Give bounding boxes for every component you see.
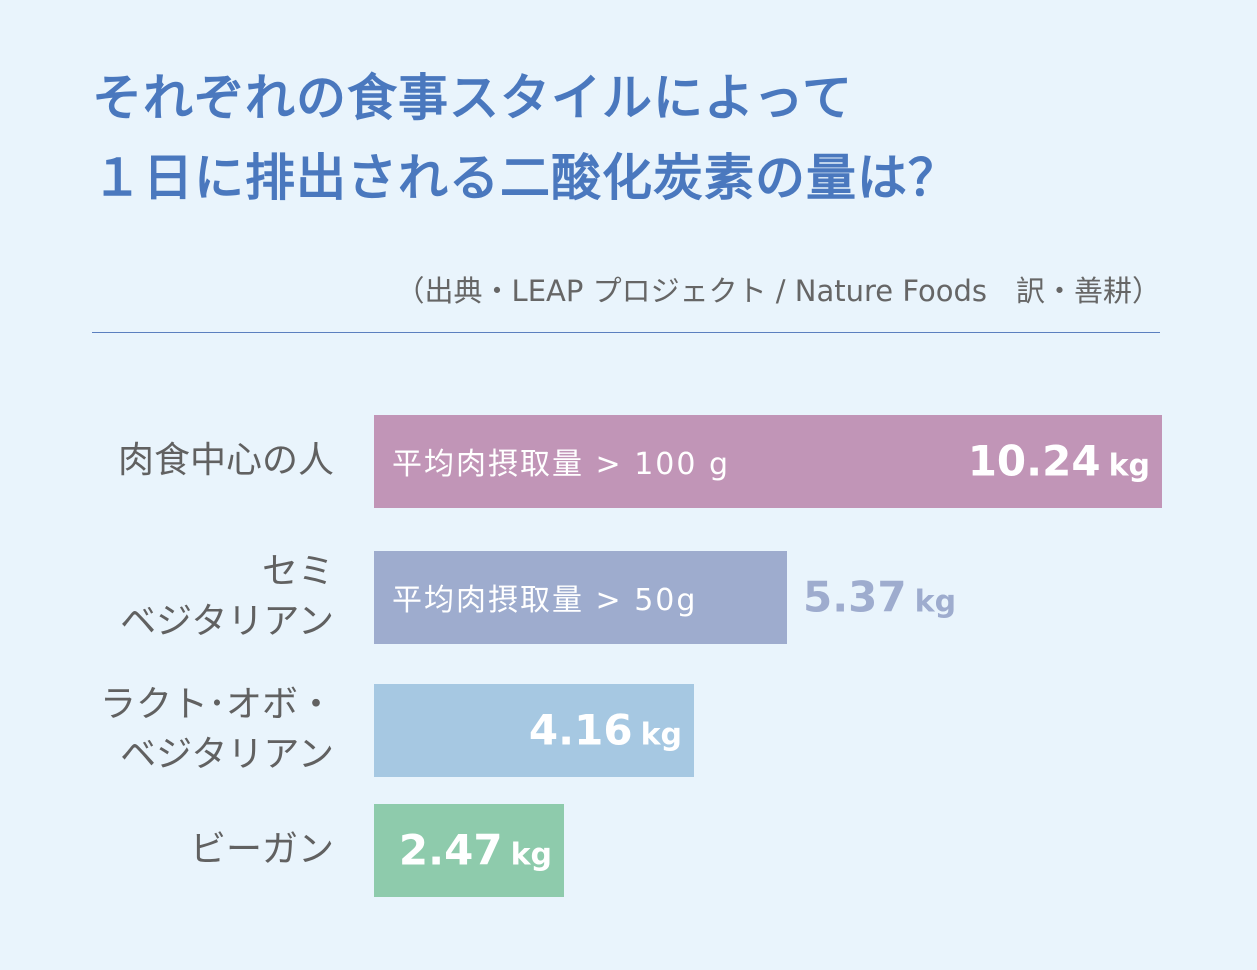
category-label: ビーガン xyxy=(190,825,334,875)
data-label: 4.16 kg xyxy=(529,706,682,755)
category-label-line: セミ xyxy=(261,551,334,592)
data-label: 10.24 kg xyxy=(968,437,1150,486)
category-label-line: ビーガン xyxy=(189,829,334,870)
data-label-unit: kg xyxy=(914,584,957,620)
data-label-value: 5.37 xyxy=(803,572,907,622)
title-line-1: それぞれの食事スタイルによって xyxy=(92,69,853,127)
divider xyxy=(92,332,1160,333)
bar: 2.47 kg xyxy=(374,803,564,897)
data-label-value: 4.16 xyxy=(528,705,633,755)
data-label-unit: kg xyxy=(510,837,552,873)
data-label-value: 2.47 xyxy=(398,825,503,875)
data-label: 2.47 kg xyxy=(399,826,552,875)
category-label-line: ラクト･オボ・ xyxy=(99,684,334,725)
page-title: それぞれの食事スタイルによって １日に排出される二酸化炭素の量は？ xyxy=(92,58,959,218)
source-note: （出典・LEAP プロジェクト / Nature Foods 訳・善耕） xyxy=(395,274,1161,308)
category-label-line: ベジタリアン xyxy=(120,734,334,775)
title-line-2: １日に排出される二酸化炭素の量は？ xyxy=(92,149,959,207)
category-label: セミベジタリアン xyxy=(120,547,334,647)
bar-note: 平均肉摂取量 > 50g xyxy=(392,583,698,618)
bar: 平均肉摂取量 > 100 g 10.24 kg xyxy=(374,414,1162,508)
category-label-line: ベジタリアン xyxy=(120,601,334,642)
bar-note: 平均肉摂取量 > 100 g xyxy=(392,447,731,482)
data-label: 5.37 kg xyxy=(803,573,956,622)
data-label-value: 10.24 xyxy=(967,436,1101,486)
category-label-line: 肉食中心の人 xyxy=(117,440,334,481)
bar: 4.16 kg xyxy=(374,683,694,777)
data-label-unit: kg xyxy=(640,717,682,753)
bar: 平均肉摂取量 > 50g 5.37 kg xyxy=(374,550,956,644)
category-label: 肉食中心の人 xyxy=(118,436,334,486)
category-label: ラクト･オボ・ベジタリアン xyxy=(100,680,334,780)
data-label-unit: kg xyxy=(1108,448,1150,484)
